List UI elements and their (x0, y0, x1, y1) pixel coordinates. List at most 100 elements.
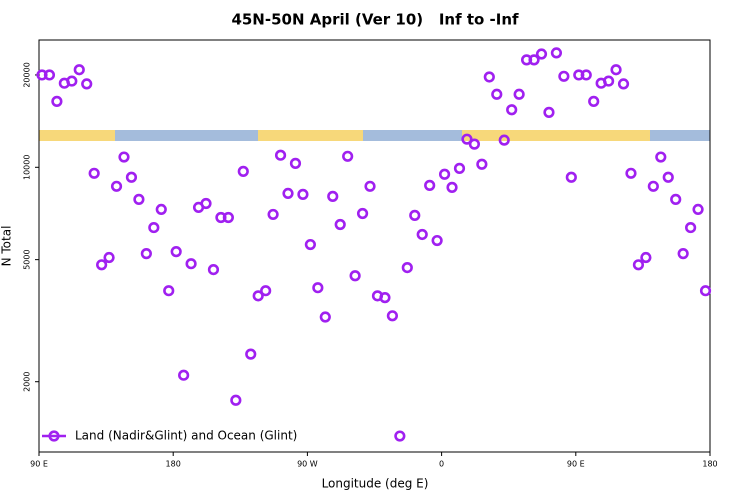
point (356, 207, 369, 220)
point (588, 95, 600, 107)
point (498, 134, 510, 146)
point (342, 150, 354, 162)
point (386, 310, 398, 322)
point (334, 218, 346, 231)
x-tick-label: 0 (439, 460, 444, 469)
point (88, 167, 100, 179)
x-axis-label: Longitude (deg E) (322, 477, 429, 491)
point (603, 75, 615, 87)
land (462, 130, 650, 141)
point (483, 71, 495, 83)
point (424, 179, 436, 191)
point (304, 238, 316, 251)
point (148, 221, 160, 234)
point (506, 104, 518, 116)
point (155, 203, 167, 216)
point (267, 208, 279, 221)
point (461, 133, 473, 145)
point (550, 47, 563, 59)
x-tick-label: 90 E (567, 460, 585, 469)
y-tick-label: 5000 (23, 249, 32, 269)
point (364, 180, 376, 192)
point (685, 221, 697, 234)
point (647, 180, 659, 192)
point (245, 348, 257, 360)
point (565, 171, 577, 183)
point (230, 394, 242, 406)
point (163, 285, 175, 297)
point (677, 248, 689, 260)
point (431, 234, 443, 247)
point (528, 54, 540, 66)
y-tick-label: 2000 (23, 372, 32, 392)
point (125, 171, 138, 183)
point (178, 369, 190, 381)
point (640, 251, 652, 264)
point (670, 193, 682, 205)
point (617, 78, 630, 90)
point (133, 193, 145, 205)
point (409, 209, 421, 221)
ocean (650, 130, 710, 141)
point (558, 70, 570, 82)
point (535, 48, 548, 60)
point (43, 69, 56, 81)
point (580, 69, 592, 81)
point (625, 167, 637, 179)
point (453, 162, 466, 174)
point (394, 430, 406, 442)
point (289, 157, 302, 169)
point (543, 106, 555, 118)
legend-label: Land (Nadir&Glint) and Ocean (Glint) (75, 429, 297, 443)
point (274, 149, 287, 161)
point (655, 151, 667, 163)
point (252, 290, 264, 302)
y-axis-label: N Total (0, 226, 14, 267)
point (96, 259, 108, 271)
land (39, 130, 115, 141)
point (237, 165, 249, 177)
x-tick-label: 180 (702, 460, 717, 469)
point (312, 282, 324, 294)
point (513, 88, 525, 100)
chart-title: 45N-50N April (Ver 10) Inf to -Inf (231, 11, 519, 29)
point (297, 188, 309, 200)
point (51, 95, 63, 107)
point (118, 151, 130, 163)
point (282, 187, 294, 200)
point (73, 64, 85, 76)
point (200, 197, 212, 210)
point (260, 285, 272, 297)
x-tick-label: 90 E (30, 460, 48, 469)
point (379, 292, 391, 304)
land-ocean-band (39, 130, 710, 141)
point (170, 246, 182, 258)
point (185, 258, 197, 270)
point (349, 270, 361, 282)
point (66, 75, 78, 87)
point (662, 171, 674, 183)
y-tick-label: 10000 (23, 155, 32, 180)
point (110, 180, 123, 192)
point (476, 158, 488, 170)
point (468, 138, 481, 150)
point (319, 311, 331, 323)
point (692, 203, 704, 216)
point (610, 64, 622, 76)
point (103, 251, 115, 264)
ocean (363, 130, 462, 141)
point (416, 228, 428, 241)
point (207, 263, 220, 276)
y-tick-label: 20000 (23, 62, 32, 87)
ocean (115, 130, 258, 141)
point (491, 88, 503, 100)
point (222, 211, 234, 224)
point (81, 78, 93, 90)
point (438, 168, 451, 180)
point (140, 248, 152, 260)
plot-frame (38, 39, 711, 453)
x-tick-label: 90 W (297, 460, 318, 469)
point (401, 261, 413, 274)
land (258, 130, 363, 141)
